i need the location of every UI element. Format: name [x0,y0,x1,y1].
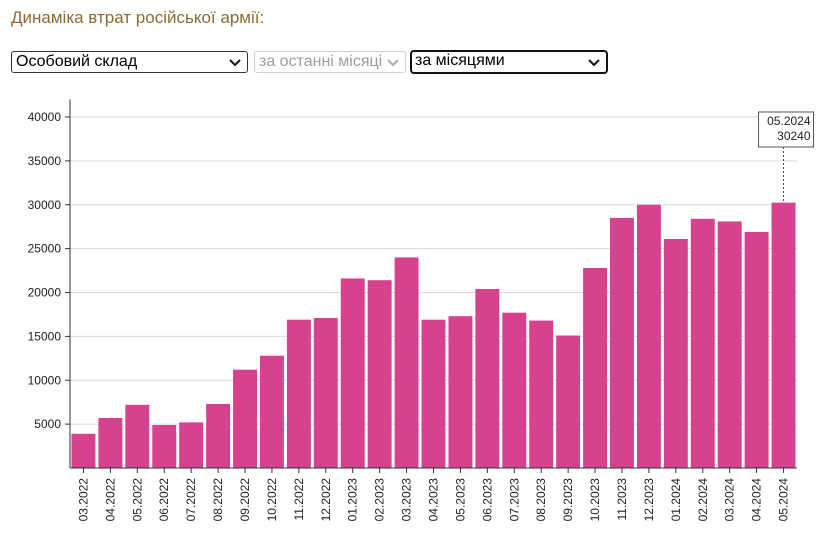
x-tick-label: 04.2023 [427,478,441,522]
x-tick-label: 08.2022 [211,478,225,522]
category-select-value: Особовий склад [16,53,138,70]
losses-bar-chart: 5000 10000 15000 20000 25000 30000 35000 40000 0… [28,99,815,522]
tooltip-value: 30240 [777,129,811,143]
bar [98,417,123,468]
bar [313,317,338,468]
bar [717,221,742,468]
grouping-select[interactable]: за місяцями [410,50,608,74]
bar [529,320,554,468]
x-tick-label: 01.2024 [669,478,683,522]
y-tick-label: 20000 [28,286,62,300]
page-title: Динаміка втрат російської армії: [11,8,265,27]
x-tick-label: 12.2022 [319,478,333,522]
x-tick-label: 06.2022 [157,478,171,522]
x-tick-label: 02.2024 [696,478,710,522]
bar [259,355,284,468]
bar [179,422,204,468]
bar [233,369,257,468]
bar [690,218,715,468]
chevron-down-icon [588,59,600,67]
x-tick-label: 02.2023 [373,478,387,522]
grouping-select-value: за місяцями [415,52,505,69]
bar [394,257,419,468]
y-tick-label: 35000 [28,154,62,168]
x-tick-label: 10.2022 [265,478,279,522]
y-tick-label: 5000 [34,417,61,431]
x-tick-label: 07.2022 [184,478,198,522]
tooltip-date: 05.2024 [767,114,811,128]
category-select[interactable]: Особовий склад [11,51,248,73]
x-tick-label: 08.2023 [534,478,548,522]
y-tick-label: 10000 [28,373,62,387]
x-tick-label: 10.2023 [588,478,602,522]
bar [663,238,688,468]
bar [421,319,446,468]
bar [286,319,311,468]
bar [556,335,581,468]
chevron-down-icon [387,59,399,67]
x-tick-label: 11.2023 [615,478,629,521]
bar [152,425,177,468]
x-tick-label: 03.2023 [400,478,414,522]
x-tick-label: 12.2023 [642,478,656,522]
x-tick-label: 03.2024 [723,478,737,522]
bar [448,316,473,468]
bar [475,288,500,468]
x-tick-label: 05.2024 [777,478,791,522]
x-tick-label: 03.2022 [76,478,90,522]
bar [583,267,608,468]
x-tick-label: 07.2023 [507,478,521,522]
y-tick-label: 30000 [28,198,62,212]
period-select-value: за останні місяці [259,53,383,70]
x-tick-label: 05.2023 [453,478,467,522]
x-tick-label: 01.2023 [346,478,360,522]
bar [610,217,634,468]
bar [340,278,365,468]
x-tick-label: 06.2023 [480,478,494,522]
x-tick-label: 04.2024 [750,478,764,522]
period-select: за останні місяці [254,51,406,73]
bar [744,231,769,468]
y-tick-label: 25000 [28,242,62,256]
bar [206,403,231,468]
tooltip-box [758,111,815,148]
bar [771,202,796,469]
bar [636,204,661,468]
x-tick-label: 11.2022 [292,478,306,521]
x-tick-label: 09.2022 [238,478,252,522]
x-tick-label: 05.2022 [130,478,144,522]
bar [71,433,96,468]
bar [367,280,392,468]
x-tick-label: 09.2023 [561,478,575,522]
y-tick-label: 40000 [28,110,62,124]
bar [125,404,150,468]
chevron-down-icon [229,59,241,67]
x-tick-label: 04.2022 [103,478,117,522]
y-tick-label: 15000 [28,329,62,343]
bar [502,312,527,468]
